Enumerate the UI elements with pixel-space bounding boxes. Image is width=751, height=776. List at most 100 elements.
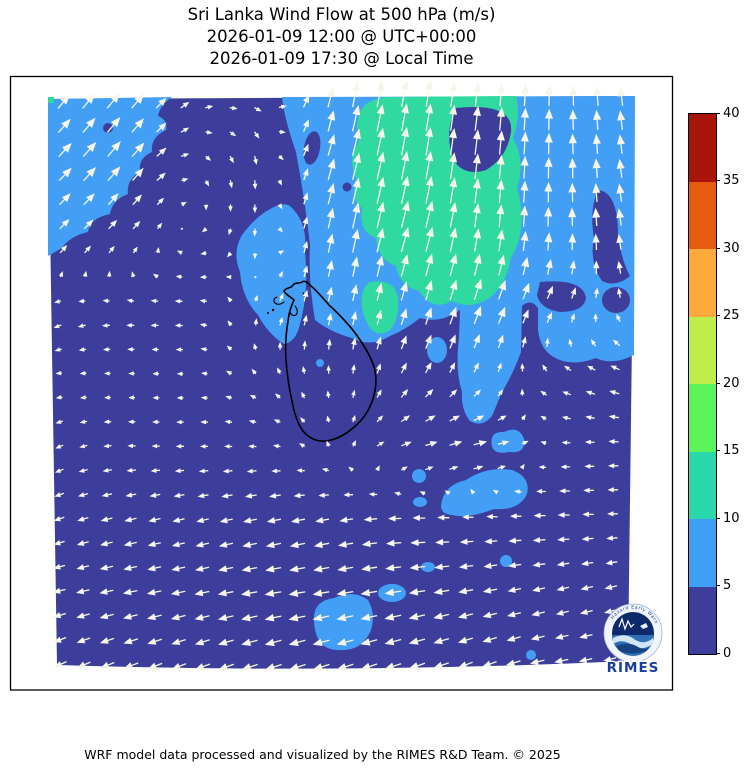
wind-arrow (351, 256, 360, 277)
wind-arrow (424, 307, 433, 325)
wind-arrow (336, 663, 354, 671)
wind-arrow (174, 323, 183, 328)
wind-arrow (587, 365, 596, 371)
wind-arrow (425, 362, 432, 374)
wind-arrow (156, 172, 166, 181)
wind-arrow (492, 489, 499, 495)
wind-arrow (59, 193, 71, 206)
wind-arrow (350, 311, 358, 326)
coast-islet-1 (271, 308, 275, 312)
wind-arrow (544, 206, 553, 227)
wind-arrow (542, 364, 548, 372)
wind-arrow (76, 588, 90, 595)
wind-arrow (277, 341, 283, 350)
wind-arrow (561, 440, 571, 446)
wind-arrow (76, 637, 91, 644)
wind-arrow (125, 492, 137, 498)
wind-arrow (101, 323, 110, 328)
wind-arrow (299, 443, 306, 448)
wind-arrow (275, 393, 281, 399)
wind-arrow (386, 539, 402, 547)
wind-arrow (425, 200, 434, 228)
rimes-logo-bird (640, 623, 648, 629)
wind-arrow (106, 270, 112, 277)
wind-arrow (277, 179, 282, 186)
wind-arrow (531, 610, 545, 617)
wind-arrow (592, 233, 600, 251)
contour-blob-c7 (313, 593, 373, 651)
wind-arrow (336, 613, 354, 622)
wind-arrow (425, 388, 434, 398)
wind-arrow (555, 609, 569, 616)
wind-arrow (408, 612, 426, 621)
wind-arrow (103, 443, 112, 449)
wind-arrow (54, 661, 67, 668)
wind-arrow (408, 662, 426, 670)
wind-arrow (585, 415, 595, 420)
wind-arrow (226, 251, 233, 258)
wind-arrow (103, 419, 112, 425)
wind-arrow (449, 227, 458, 252)
wind-arrow (578, 656, 593, 664)
wind-arrow (175, 274, 183, 280)
wind-arrow (264, 589, 282, 597)
wind-arrow (569, 260, 577, 275)
wind-arrow (296, 468, 305, 473)
wind-arrow (521, 336, 527, 348)
wind-arrow (99, 637, 115, 644)
wind-arrow (425, 334, 432, 349)
wind-arrow (302, 289, 309, 302)
wind-arrow (496, 204, 505, 228)
wind-arrow (376, 255, 384, 277)
wind-arrow (243, 517, 257, 524)
wind-arrow (252, 228, 258, 237)
wind-arrow (563, 365, 572, 372)
contour-blob-c5 (500, 555, 512, 567)
wind-arrow (433, 612, 450, 620)
wind-arrow (400, 254, 409, 277)
wind-arrow (569, 109, 578, 131)
wind-arrow (78, 468, 88, 473)
wind-arrow (57, 118, 71, 134)
wind-arrow (229, 105, 238, 111)
wind-arrow (400, 362, 407, 374)
wind-arrow (529, 658, 545, 665)
wind-arrow (326, 312, 333, 326)
wind-arrow (288, 614, 306, 622)
wind-arrow (343, 492, 354, 498)
wind-arrow (351, 104, 361, 132)
wind-arrow (554, 633, 569, 640)
rimes-logo-text: RIMES (607, 660, 660, 676)
contour-band-5-10-lanka-band (236, 204, 307, 344)
wind-arrow (449, 253, 458, 277)
wind-arrow (312, 613, 330, 622)
wind-arrow (458, 587, 474, 595)
wind-arrow (375, 309, 383, 326)
wind-arrow (203, 204, 209, 211)
wind-arrow (352, 177, 361, 205)
wind-arrow (151, 347, 159, 352)
chart-title: Sri Lanka Wind Flow at 500 hPa (m/s) (187, 5, 496, 24)
wind-arrow (180, 201, 187, 207)
wind-arrow (252, 204, 258, 214)
wind-arrow (155, 122, 167, 133)
wind-arrow (288, 663, 306, 671)
wind-arrow (266, 517, 282, 524)
wind-arrow (278, 271, 284, 278)
wind-arrow (326, 364, 331, 374)
wind-arrow (337, 540, 354, 548)
wind-arrow (254, 276, 257, 279)
wind-arrow (326, 338, 332, 350)
wind-arrow (205, 130, 213, 135)
wind-arrow (508, 537, 522, 544)
wind-arrow (273, 443, 281, 449)
wind-arrow (532, 586, 546, 593)
wind-arrow (449, 306, 457, 325)
wind-arrow (79, 370, 87, 376)
wind-arrow (123, 662, 139, 669)
wind-arrow (147, 540, 161, 547)
wind-arrow (507, 586, 522, 593)
wind-arrow (229, 155, 234, 164)
wind-arrow (605, 559, 618, 566)
wind-arrow (224, 444, 233, 449)
